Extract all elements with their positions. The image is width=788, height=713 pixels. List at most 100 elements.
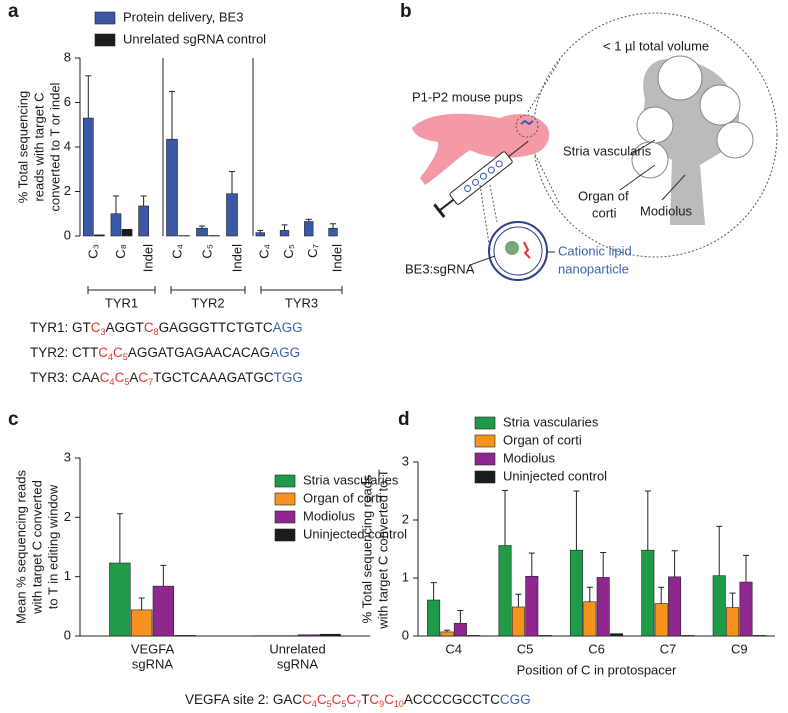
x-tick-label: Indel bbox=[329, 244, 344, 272]
sequence-subscript: 5 bbox=[327, 699, 332, 709]
legend-label: Protein delivery, BE3 bbox=[123, 9, 243, 24]
y-axis-label: % Total sequencing reads bbox=[359, 474, 374, 623]
diagram: < 1 µl total volume P1-P2 mouse pups Str… bbox=[405, 12, 778, 281]
sequence-part: C bbox=[100, 370, 110, 385]
sequence-part: C bbox=[346, 692, 356, 707]
sequence-part: A bbox=[129, 370, 138, 385]
syringe bbox=[433, 140, 529, 218]
bar bbox=[94, 234, 105, 237]
diagram-label: P1-P2 mouse pups bbox=[412, 89, 523, 104]
particle bbox=[479, 172, 487, 180]
sequence: TYR2: CTTC4C5AGGATGAGAACACAGAGG bbox=[30, 345, 300, 363]
diagram-label: Cationic lipid bbox=[558, 243, 632, 258]
zoom-line bbox=[489, 184, 498, 223]
diagram-label: Organ of bbox=[578, 188, 629, 203]
panel-label: a bbox=[8, 1, 19, 22]
bar bbox=[453, 622, 467, 637]
y-tick-label: 1 bbox=[64, 568, 71, 583]
nanoparticle-outer bbox=[488, 221, 548, 281]
bar bbox=[166, 138, 178, 237]
sequence-part: C bbox=[302, 692, 312, 707]
legend-label: Uninjected control bbox=[303, 526, 407, 541]
bar bbox=[82, 117, 94, 237]
bar bbox=[569, 549, 583, 637]
bar bbox=[498, 545, 512, 637]
x-tick-label: C₅ bbox=[281, 244, 296, 259]
panel-label: b bbox=[400, 1, 412, 22]
x-tick-label: C7 bbox=[660, 641, 677, 656]
pointer bbox=[619, 164, 656, 191]
sequence-subscript: 4 bbox=[108, 352, 113, 362]
sequence-name: VEGFA site 2: bbox=[185, 692, 269, 707]
bar bbox=[152, 585, 175, 637]
legend-swatch bbox=[94, 33, 116, 47]
pointer bbox=[661, 174, 686, 201]
cochlea-icon bbox=[520, 119, 534, 126]
diagram-label: BE3:sgRNA bbox=[405, 261, 475, 276]
sequence-part: AGGATGAGAACACAG bbox=[128, 345, 270, 360]
plunger-head bbox=[433, 203, 446, 218]
bar bbox=[583, 601, 597, 637]
sequence-part: CAA bbox=[72, 370, 100, 385]
y-tick-label: 6 bbox=[64, 94, 71, 109]
cochlea-turn bbox=[636, 106, 674, 144]
y-axis-label: to T in editing window bbox=[45, 484, 60, 609]
sequence-part: CGG bbox=[500, 692, 531, 707]
x-tick-label: C₄ bbox=[257, 244, 272, 259]
sequence-part: TGCTCAAAGATGC bbox=[153, 370, 274, 385]
diagram-label: Stria vascularis bbox=[563, 143, 652, 158]
y-tick-label: 2 bbox=[64, 509, 71, 524]
ear-mark bbox=[515, 114, 539, 138]
sequence-part: C bbox=[332, 692, 342, 707]
y-axis-label: converted to T or indel bbox=[47, 82, 62, 211]
particle bbox=[472, 178, 480, 186]
bar bbox=[596, 577, 610, 637]
bar bbox=[110, 213, 122, 237]
y-tick-label: 2 bbox=[64, 183, 71, 198]
bar bbox=[174, 635, 196, 637]
legend-label: Organ of corti bbox=[303, 490, 382, 505]
sequence-part: TGG bbox=[274, 370, 303, 385]
sequence-part: C bbox=[369, 692, 379, 707]
bar bbox=[319, 633, 341, 637]
legend-swatch bbox=[274, 510, 296, 524]
rna bbox=[523, 241, 531, 259]
pointer bbox=[629, 139, 656, 156]
sequence-name: TYR3: bbox=[30, 370, 68, 385]
y-tick-label: 0 bbox=[64, 227, 71, 242]
sequence-subscript: 5 bbox=[341, 699, 346, 709]
group-label: TYR3 bbox=[285, 295, 318, 310]
x-tick-label: C₃ bbox=[85, 244, 100, 259]
y-tick-label: 0 bbox=[402, 627, 409, 642]
sequence-part: C bbox=[384, 692, 394, 707]
y-axis-label: with target C converted bbox=[29, 480, 44, 615]
sequence-part: ACCCCGCCTC bbox=[404, 692, 500, 707]
sequence-name: TYR2: bbox=[30, 345, 68, 360]
sequence-part: GAGGGTTCTGTC bbox=[159, 320, 273, 335]
legend-label: Stria vascularies bbox=[503, 414, 599, 429]
bar bbox=[538, 635, 552, 637]
legend-label: Unrelated sgRNA control bbox=[123, 31, 266, 46]
x-tick-label: sgRNA bbox=[132, 656, 174, 671]
zoom-circle bbox=[532, 12, 778, 258]
legend-swatch bbox=[474, 452, 496, 466]
sequence-part: GT bbox=[72, 320, 91, 335]
bar bbox=[196, 227, 208, 237]
legend-swatch bbox=[274, 528, 296, 542]
bar bbox=[427, 599, 441, 637]
sequence-part: AGGT bbox=[106, 320, 144, 335]
cochlea-turn bbox=[699, 84, 741, 126]
sequence-subscript: 10 bbox=[394, 699, 404, 709]
diagram-label: corti bbox=[592, 205, 617, 220]
legend-label: Modiolus bbox=[503, 450, 556, 465]
sequence-part: CTT bbox=[72, 345, 98, 360]
zoom-line bbox=[479, 184, 491, 251]
particle bbox=[487, 166, 495, 174]
bar bbox=[255, 232, 265, 237]
particle bbox=[495, 160, 503, 168]
x-tick-label: C5 bbox=[517, 641, 534, 656]
sequence-subscript: 7 bbox=[148, 377, 153, 387]
x-tick-label: C₅ bbox=[199, 244, 214, 259]
sequence-subscript: 5 bbox=[123, 352, 128, 362]
